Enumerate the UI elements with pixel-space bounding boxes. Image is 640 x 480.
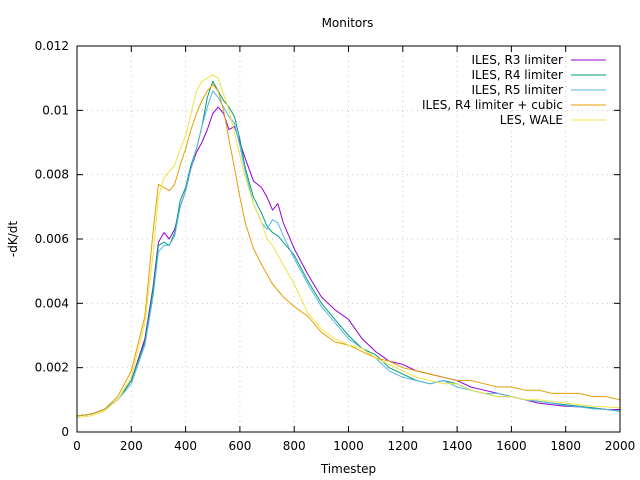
x-tick-label: 800 (283, 439, 306, 453)
x-tick-label: 1000 (333, 439, 364, 453)
x-tick-label: 400 (174, 439, 197, 453)
y-tick-label: 0.012 (35, 39, 69, 53)
x-tick-label: 1400 (442, 439, 473, 453)
y-tick-label: 0 (61, 425, 69, 439)
x-tick-label: 200 (120, 439, 143, 453)
legend-label: LES, WALE (500, 113, 563, 127)
y-axis-label: -dK/dt (6, 221, 20, 257)
legend-label: ILES, R4 limiter + cubic (422, 98, 563, 112)
series-group (76, 74, 621, 418)
grid (77, 46, 620, 432)
x-tick-label: 600 (228, 439, 251, 453)
x-tick-label: 2000 (605, 439, 636, 453)
x-tick-label: 1600 (496, 439, 527, 453)
x-tick-label: 1200 (388, 439, 419, 453)
legend-label: ILES, R3 limiter (471, 53, 563, 67)
y-tick-label: 0.006 (35, 232, 69, 246)
legend-label: ILES, R4 limiter (471, 68, 563, 82)
y-tick-label: 0.002 (35, 361, 69, 375)
axis-ticks: 0 200 400 600 800 1000 1200 1400 1600 1800 2000 0 0.… (35, 39, 636, 453)
x-axis-label: Timestep (320, 462, 376, 476)
x-tick-label: 1800 (550, 439, 581, 453)
chart-title: Monitors (322, 16, 374, 30)
legend-label: ILES, R5 limiter (471, 83, 563, 97)
y-tick-label: 0.004 (35, 296, 69, 310)
x-tick-label: 0 (73, 439, 81, 453)
series-line-5 (76, 74, 621, 418)
series-line-3 (76, 90, 621, 417)
series-line-4 (76, 84, 621, 417)
y-tick-label: 0.01 (42, 103, 69, 117)
y-tick-label: 0.008 (35, 168, 69, 182)
